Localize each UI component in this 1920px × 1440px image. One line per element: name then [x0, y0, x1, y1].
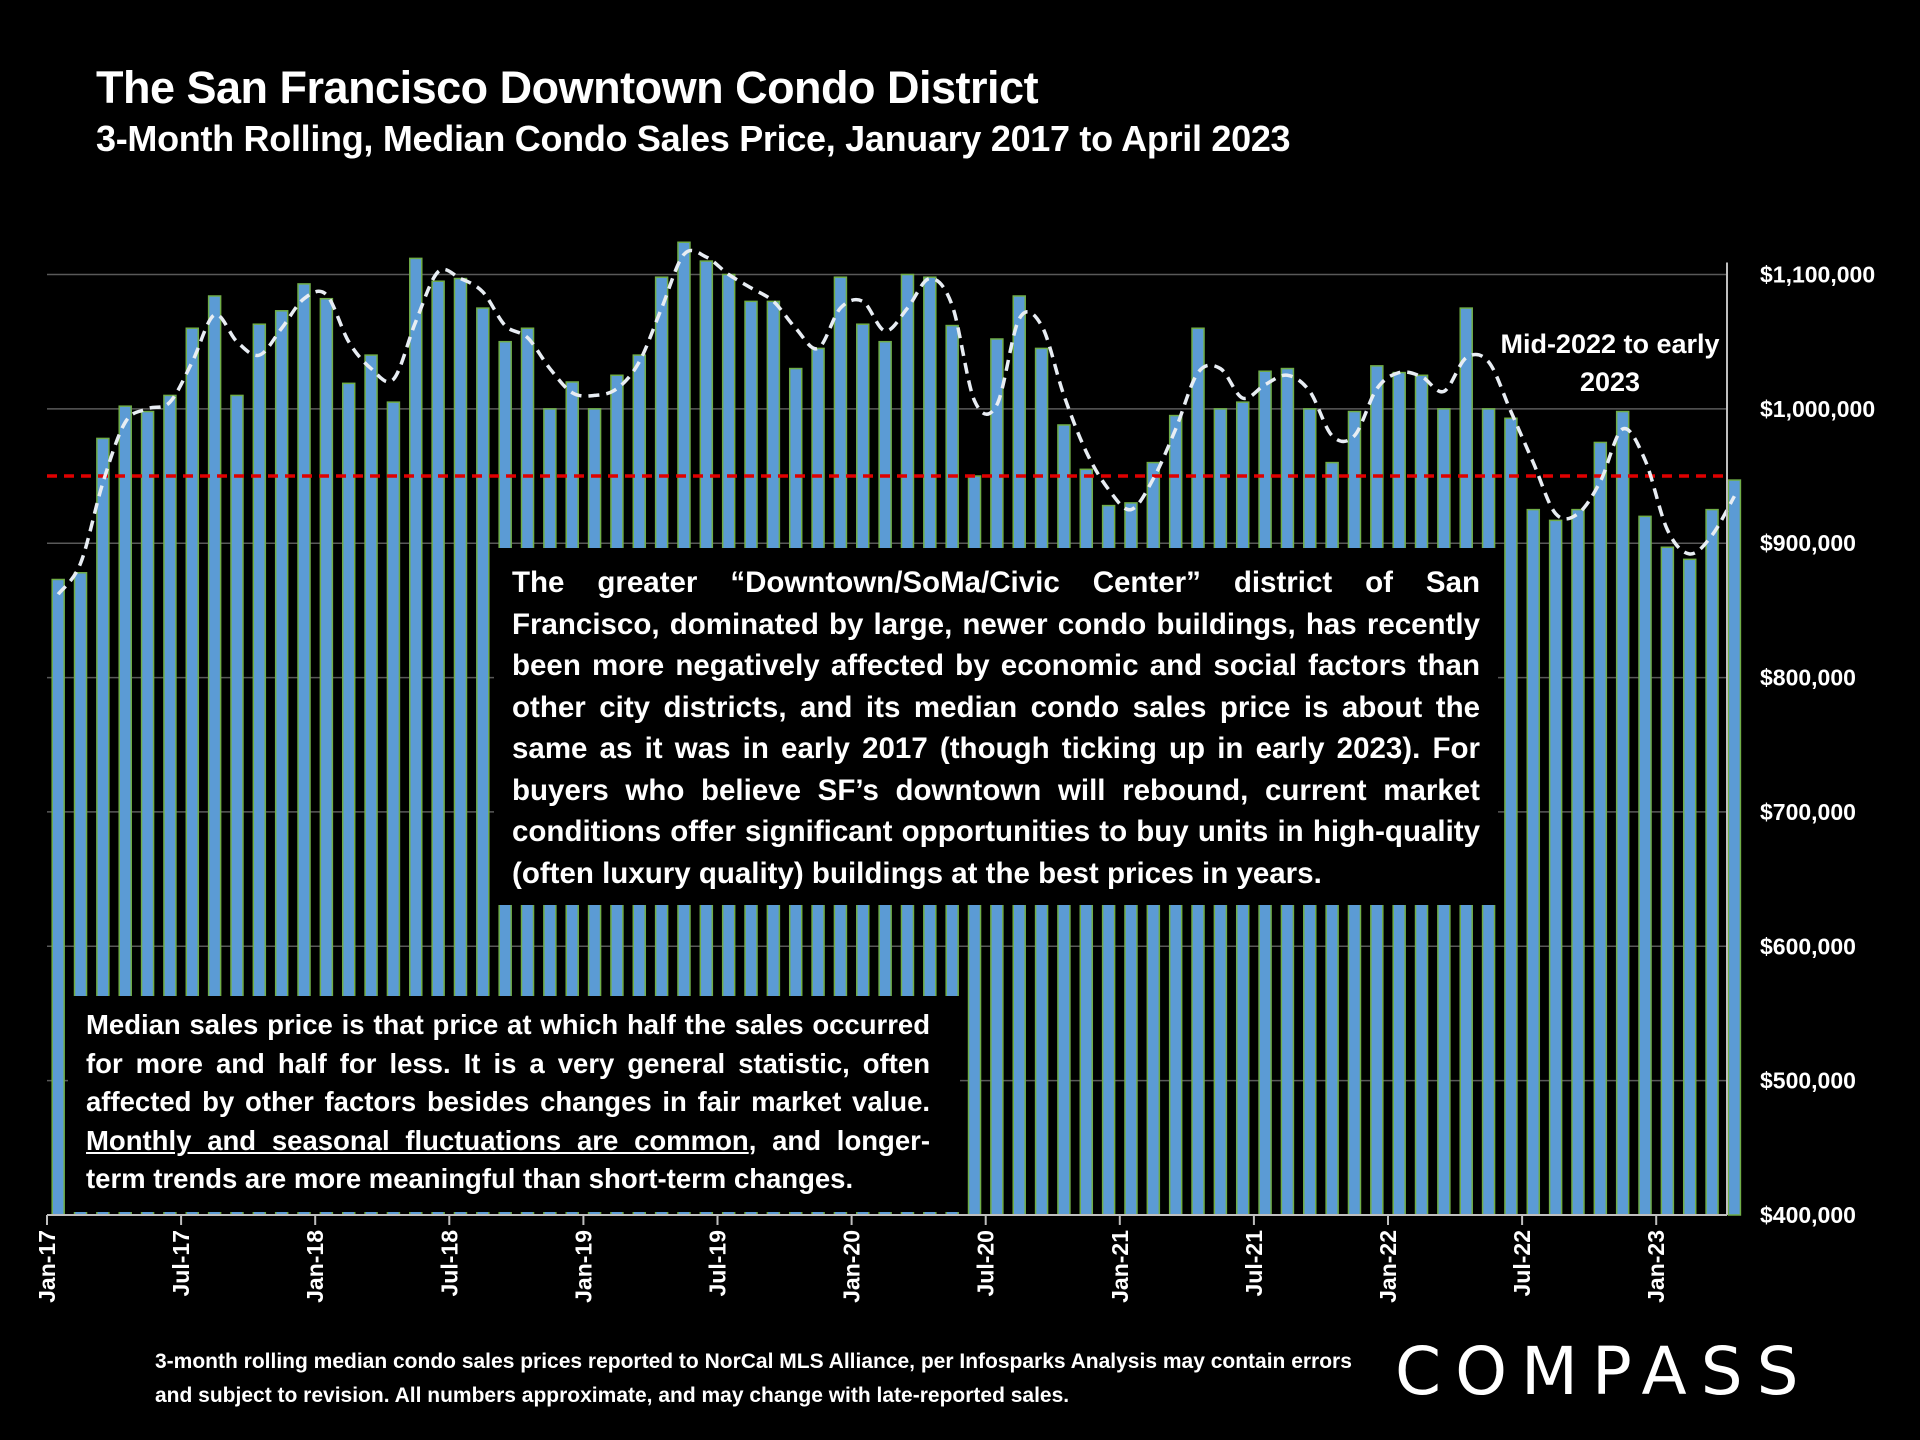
x-tick-label: Jul-19	[705, 1230, 731, 1296]
bar	[1548, 519, 1563, 1216]
compass-logo: COMPASS	[1395, 1333, 1813, 1410]
commentary-text: The greater “Downtown/SoMa/Civic Center”…	[512, 566, 1480, 890]
bar	[1727, 479, 1742, 1216]
bar	[1615, 410, 1630, 1216]
bar	[1593, 441, 1608, 1216]
y-tick-label: $400,000	[1760, 1202, 1856, 1228]
y-tick-label: $500,000	[1760, 1068, 1856, 1094]
commentary-box: The greater “Downtown/SoMa/Civic Center”…	[494, 548, 1498, 905]
x-tick-label: Jul-18	[436, 1230, 462, 1297]
mid-2022-annotation: Mid-2022 to early 2023	[1500, 329, 1720, 397]
x-tick-label: Jan-18	[302, 1230, 328, 1303]
x-tick-label: Jul-17	[168, 1230, 194, 1296]
x-tick-label: Jan-20	[839, 1230, 865, 1303]
median-definition-box: Median sales price is that price at whic…	[68, 996, 960, 1212]
x-tick-label: Jan-23	[1643, 1230, 1669, 1303]
x-tick-label: Jul-22	[1509, 1230, 1535, 1296]
bar	[1526, 508, 1541, 1216]
median-text-part-1: Median sales price is that price at whic…	[86, 1009, 930, 1117]
y-tick-label: $1,100,000	[1760, 262, 1875, 288]
axes: $400,000 $500,000 $600,000 $700,000 $800,000…	[34, 262, 1875, 1303]
trend-line-layer	[56, 248, 1736, 596]
y-tick-label: $800,000	[1760, 665, 1856, 691]
y-tick-label: $700,000	[1760, 799, 1856, 825]
median-definition-text: Median sales price is that price at whic…	[86, 1006, 930, 1199]
x-tick-label: Jul-21	[1241, 1230, 1267, 1297]
median-text-part-2: , and longer-term trends are more meanin…	[86, 1124, 930, 1195]
x-tick-label: Jul-20	[973, 1230, 999, 1296]
x-tick-label: Jan-21	[1107, 1230, 1133, 1303]
bar	[1504, 417, 1518, 1216]
bar	[51, 578, 65, 1216]
bar	[1660, 546, 1675, 1216]
y-tick-label: $900,000	[1760, 530, 1856, 556]
bar	[1705, 508, 1719, 1216]
chart-subtitle: 3-Month Rolling, Median Condo Sales Pric…	[96, 118, 1291, 159]
x-tick-label: Jan-17	[34, 1230, 60, 1303]
x-tick-label: Jan-22	[1375, 1230, 1401, 1303]
median-text-underlined: Monthly and seasonal fluctuations are co…	[86, 1124, 749, 1156]
bar	[1682, 558, 1697, 1216]
y-tick-label: $1,000,000	[1760, 396, 1875, 422]
bar	[1571, 508, 1585, 1216]
bar	[1638, 515, 1652, 1216]
source-footnote: 3-month rolling median condo sales price…	[155, 1350, 1352, 1407]
y-tick-label: $600,000	[1760, 933, 1856, 959]
x-tick-label: Jan-19	[570, 1230, 596, 1303]
chart-title: The San Francisco Downtown Condo Distric…	[96, 62, 1039, 113]
trend-line	[56, 248, 1736, 596]
